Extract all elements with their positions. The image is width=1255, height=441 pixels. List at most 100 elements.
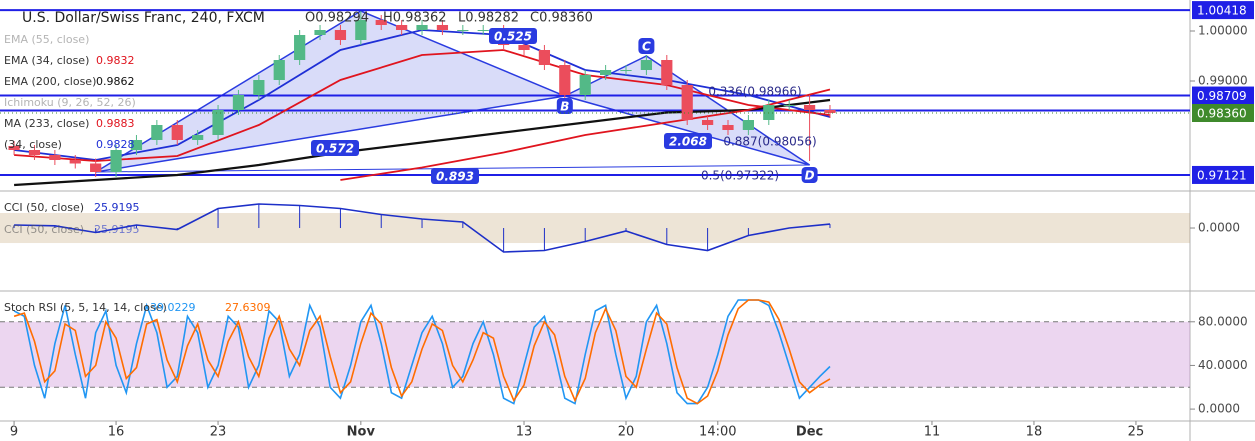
ohlc-label: L0.98282 [458,11,519,26]
y-tick-label: 40.0000 [1198,358,1248,372]
candle-body [334,30,347,40]
ohlc-label: O0.98294 [305,11,369,26]
candle-body [8,146,20,150]
pattern-point-box [556,98,573,114]
legend-value: 0.9862 [96,75,135,88]
candle-body [151,125,163,140]
ratio-box [489,28,537,44]
level-price-label: 0.98709 [1197,89,1247,103]
candle-body [90,163,102,172]
legend-value: 39.0229 [150,301,196,314]
candle-body [416,25,428,30]
x-tick-label: 23 [210,425,227,440]
stoch-line [13,299,831,405]
candle-body [579,75,591,95]
study-title: CCI (50, close) [4,223,84,236]
y-tick-label: 0.99000 [1198,74,1248,88]
candle-body [171,125,183,140]
candle-body [803,105,816,110]
x-tick-label: Nov [347,425,376,440]
x-tick-label: 11 [924,425,941,440]
ohlc-label: H0.98362 [383,11,447,26]
study-legend: Ichimoku (9, 26, 52, 26) [4,96,136,109]
level-price-box [1192,165,1254,184]
candle-body [701,120,714,125]
legend-value: 0.9832 [96,54,135,67]
candle-body [212,110,224,135]
candle-body [192,135,204,140]
level-price-label: 1.00418 [1197,4,1247,18]
y-tick-label: 0.0000 [1198,402,1240,416]
candle-body [538,50,551,65]
pattern-point-box [801,167,818,183]
candle-body [130,140,143,150]
ratio-box [431,168,479,184]
x-tick-label: 13 [516,425,533,440]
x-tick-label: 9 [10,425,18,440]
legend-name: EMA (34, close) [4,54,89,67]
candle-body [436,25,449,30]
candle-body [640,60,653,70]
moving-average [14,49,831,162]
legend-name: MA (233, close) [4,117,89,130]
study-legend: EMA (55, close) [4,33,89,46]
candle-body [110,150,122,172]
moving-average [340,88,831,181]
pattern-point-label: D [805,169,815,183]
moving-average [14,98,831,187]
ratio-label: 2.068 [669,135,707,149]
candle-body [518,45,530,50]
pattern-point-label: C [642,40,651,54]
candle-body [314,30,326,35]
candle-body [681,85,693,120]
level-price-label: 0.97121 [1197,168,1247,182]
candle-body [559,65,571,95]
ratio-label: 0.5(0.97322) [701,169,779,183]
legend-value: 0.9883 [96,117,135,130]
study-title: CCI (50, close) [4,201,84,214]
candle-body [69,160,81,164]
ratio-label: 0.572 [316,142,354,156]
level-price-box [1192,1,1254,20]
candle-body [477,30,489,31]
candle-body [722,125,734,130]
ratio-label: 0.893 [436,170,474,184]
last-price-label: 0.98360 [1197,107,1247,121]
ratio-box [664,133,712,149]
x-tick-label: 18 [1026,425,1043,440]
last-price-box [1192,104,1254,122]
ratio-label: 0.336(0.98966) [708,85,801,99]
x-tick-label: Dec [796,425,823,440]
chart-title: U.S. Dollar/Swiss Franc, 240, FXCM [22,10,265,26]
ratio-label: 0.887(0.98056) [723,135,816,149]
candle-body [457,30,469,31]
candle-body [28,150,41,155]
legend-name: EMA (200, close) [4,75,96,88]
candle-body [661,60,673,85]
y-tick-label: 0.0000 [1198,221,1240,235]
candle-body [599,70,612,75]
stoch-line [13,299,831,405]
legend-value: 27.6309 [225,301,271,314]
candle-body [620,70,632,71]
ratio-box [311,140,359,156]
candle-body [294,35,306,60]
candle-body [396,25,408,30]
candle-body [824,110,836,113]
candle-body [253,80,265,95]
candle-body [49,155,61,160]
candle-body [355,20,367,40]
candle-body [375,20,387,25]
pattern-point-box [638,38,655,54]
legend-value: 0.9828 [96,138,135,151]
y-tick-label: 1.00000 [1198,24,1248,38]
candle-body [783,105,795,106]
legend-value: 25.9195 [94,201,140,214]
x-tick-label: 20 [618,425,635,440]
study-title: Stoch RSI (5, 5, 14, 14, close) [4,301,167,314]
candle-body [232,95,245,110]
legend-name: (34, close) [4,138,62,151]
candle-body [742,120,755,130]
